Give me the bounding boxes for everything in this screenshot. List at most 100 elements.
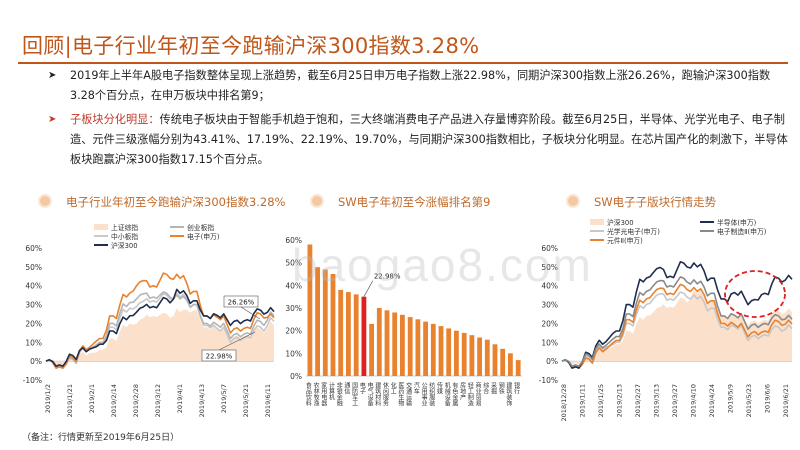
bullet-text: 2019年上半年A股电子指数整体呈现上涨趋势，截至6月25日申万电子指数上涨22… (70, 69, 771, 102)
chart-right: -10% 0% 10% 20% 30% 40% 50% 60% 2018/12/28 2019/1… (539, 218, 793, 421)
y-tick-label: 50% (25, 263, 42, 272)
bar (369, 323, 374, 376)
data-callout-label: 22.98% (374, 273, 401, 281)
x-tick-label: 2019/6/11 (264, 384, 272, 417)
bar (484, 339, 490, 376)
x-tick-label: 国防军工 (351, 382, 358, 406)
bar (423, 321, 428, 376)
bar (338, 289, 344, 376)
x-tick-label: 建筑装饰 (505, 381, 512, 407)
series-line (561, 276, 793, 367)
x-tick-label: 电子 (358, 381, 365, 394)
x-tick-label: 轻工制造 (466, 381, 473, 407)
bar (461, 332, 467, 376)
x-tick-label: 电气设备 (366, 381, 373, 407)
x-tick-label: 2019/4/24 (708, 384, 716, 417)
x-tick-label: 医药生物 (397, 382, 404, 407)
data-callout-label: 26.26% (228, 299, 255, 307)
x-tick-label: 2019/6/6 (764, 384, 772, 413)
legend-label: 中小板指 (111, 232, 138, 241)
bar (407, 317, 413, 376)
bar (315, 267, 320, 376)
title-divider (18, 62, 788, 64)
arrow-bullet-icon: ➤ (48, 114, 57, 125)
bar (384, 310, 390, 376)
y-tick-label: 0% (546, 357, 558, 366)
legend-label: 沪深300 (607, 218, 634, 227)
x-tick-label: 2019/2/13 (616, 384, 624, 417)
x-tick-label: 房地产 (459, 381, 466, 401)
x-tick-label: 汽车 (412, 381, 419, 395)
bar (361, 296, 367, 376)
y-tick-label: 20% (285, 327, 302, 336)
legend-label: 光学光电子(申万) (607, 227, 660, 236)
y-tick-label: 60% (25, 244, 42, 253)
x-tick-label: 农林牧渔 (312, 381, 319, 407)
x-tick-label: 建筑材料 (374, 381, 381, 407)
y-tick-label: 60% (541, 244, 558, 253)
y-tick-label: 10% (25, 338, 42, 347)
circle-bullet-icon (310, 194, 324, 208)
bar (346, 292, 351, 376)
bar (430, 323, 436, 376)
x-tick-label: 2019/3/13 (653, 384, 661, 417)
bullet-lead: 子板块分化明显： (70, 113, 160, 126)
bar (392, 312, 398, 376)
bar (400, 314, 405, 376)
circle-bullet-icon (566, 194, 580, 208)
x-tick-label: 2019/3/12 (154, 384, 162, 417)
bar (454, 330, 459, 376)
x-tick-label: 2019/4/1 (176, 384, 184, 413)
legend-swatch (94, 224, 108, 230)
panel-title-left: 电子行业年初至今跑输沪深300指数3.28% (38, 194, 285, 210)
panel-title-middle: SW电子年初至今涨幅排名第9 (310, 194, 491, 210)
y-tick-label: 40% (25, 282, 42, 291)
y-tick-label: 10% (285, 349, 302, 358)
legend-label: 半导体(申万) (717, 218, 757, 227)
bar (330, 274, 336, 376)
y-tick-label: 30% (285, 304, 302, 313)
x-tick-label: 综合 (482, 381, 489, 395)
arrow-bullet-icon: ➤ (48, 70, 57, 81)
y-tick-label: -10% (539, 376, 558, 385)
x-tick-label: 2019/6/21 (782, 384, 790, 417)
data-callout-leader (363, 280, 374, 297)
x-tick-label: 食品饮料 (304, 381, 311, 407)
data-callout-label: 22.98% (206, 353, 233, 361)
x-tick-label: 有色金属 (451, 381, 458, 407)
y-tick-label: 40% (541, 282, 558, 291)
footnote: （备注：行情更新至2019年6月25日） (22, 433, 180, 443)
legend-label: 上证综指 (111, 223, 138, 232)
y-tick-label: 30% (541, 301, 558, 310)
x-tick-label: 2019/2/27 (634, 384, 642, 417)
x-tick-label: 传媒 (436, 381, 443, 395)
y-tick-label: 10% (541, 338, 558, 347)
legend-label: 创业板指 (187, 223, 214, 232)
y-tick-label: 0% (30, 357, 42, 366)
series-line (561, 291, 793, 367)
x-tick-label: 2019/2/14 (110, 384, 118, 417)
legend-label: 元件Ⅱ(申万) (607, 236, 643, 245)
series-area (562, 289, 792, 365)
legend-label: 沪深300 (111, 241, 138, 250)
y-tick-label: 30% (25, 301, 42, 310)
series-line (561, 283, 793, 369)
x-tick-label: 2019/5/7 (220, 384, 228, 413)
x-tick-label: 2019/5/9 (727, 384, 735, 413)
page-title: 回顾|电子行业年初至今跑输沪深300指数3.28% (22, 34, 480, 58)
bar (353, 294, 359, 376)
x-tick-label: 2019/1/21 (66, 384, 74, 417)
bar (500, 348, 506, 376)
bar (469, 335, 475, 376)
y-tick-label: 20% (25, 319, 42, 328)
x-tick-label: 2019/4/13 (198, 384, 206, 417)
x-tick-label: 2019/5/21 (242, 384, 250, 417)
series-line (45, 288, 275, 367)
bar (376, 308, 382, 376)
bar (508, 353, 513, 376)
data-callout-leader (218, 331, 256, 351)
x-tick-label: 2019/2/1 (88, 384, 96, 413)
y-tick-label: 0% (290, 372, 302, 381)
y-tick-label: 50% (541, 263, 558, 272)
x-tick-label: 银行 (513, 381, 520, 395)
